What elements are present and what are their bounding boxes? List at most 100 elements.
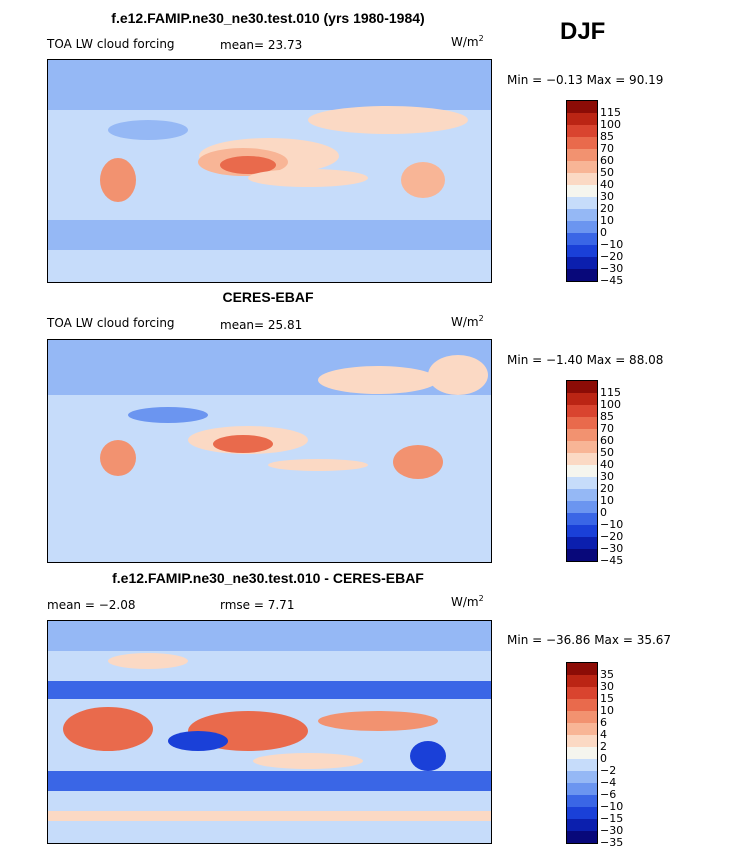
panel2-mean: mean= 25.81 <box>220 318 303 332</box>
colorbar-tick-label: −20 <box>600 530 624 543</box>
colorbar-tick-label: 100 <box>600 398 621 411</box>
colorbar-swatch <box>567 453 597 465</box>
colorbar-tick-label: 30 <box>600 190 614 203</box>
panel3-colorbar <box>566 662 598 844</box>
colorbar-tick-label: 100 <box>600 118 621 131</box>
colorbar-swatch <box>567 149 597 161</box>
colorbar-swatch <box>567 209 597 221</box>
colorbar-swatch <box>567 233 597 245</box>
colorbar-tick-label: 115 <box>600 106 621 119</box>
colorbar-tick-label: 6 <box>600 716 607 729</box>
colorbar-tick-label: −10 <box>600 518 624 531</box>
colorbar-tick-label: 85 <box>600 410 614 423</box>
colorbar-tick-label: 15 <box>600 692 614 705</box>
colorbar-tick-label: 70 <box>600 142 614 155</box>
colorbar-tick-label: 20 <box>600 202 614 215</box>
colorbar-swatch <box>567 501 597 513</box>
colorbar-swatch <box>567 525 597 537</box>
colorbar-tick-label: 30 <box>600 470 614 483</box>
colorbar-tick-label: −20 <box>600 250 624 263</box>
panel2-map <box>47 339 492 563</box>
colorbar-swatch <box>567 831 597 843</box>
colorbar-swatch <box>567 783 597 795</box>
colorbar-tick-label: −10 <box>600 800 624 813</box>
colorbar-swatch <box>567 417 597 429</box>
colorbar-swatch <box>567 549 597 561</box>
colorbar-tick-label: 0 <box>600 752 607 765</box>
colorbar-swatch <box>567 197 597 209</box>
colorbar-tick-label: 40 <box>600 458 614 471</box>
colorbar-tick-label: 10 <box>600 494 614 507</box>
colorbar-swatch <box>567 113 597 125</box>
colorbar-swatch <box>567 393 597 405</box>
colorbar-tick-label: 70 <box>600 422 614 435</box>
panel3-mean: mean = −2.08 <box>47 598 136 612</box>
colorbar-tick-label: −6 <box>600 788 617 801</box>
colorbar-swatch <box>567 221 597 233</box>
colorbar-tick-label: −30 <box>600 262 624 275</box>
panel1-units: W/m2 <box>451 34 484 49</box>
colorbar-swatch <box>567 747 597 759</box>
colorbar-swatch <box>567 101 597 113</box>
panel1-title: f.e12.FAMIP.ne30_ne30.test.010 (yrs 1980… <box>111 10 425 26</box>
colorbar-tick-label: 0 <box>600 506 607 519</box>
colorbar-swatch <box>567 465 597 477</box>
colorbar-swatch <box>567 723 597 735</box>
colorbar-swatch <box>567 429 597 441</box>
panel1-variable-label: TOA LW cloud forcing <box>47 37 175 51</box>
colorbar-swatch <box>567 759 597 771</box>
colorbar-swatch <box>567 381 597 393</box>
colorbar-swatch <box>567 675 597 687</box>
panel1-colorbar <box>566 100 598 282</box>
colorbar-swatch <box>567 477 597 489</box>
colorbar-tick-label: −4 <box>600 776 617 789</box>
colorbar-swatch <box>567 537 597 549</box>
colorbar-swatch <box>567 125 597 137</box>
colorbar-tick-label: −15 <box>600 812 624 825</box>
colorbar-tick-label: −35 <box>600 836 624 849</box>
colorbar-tick-label: 20 <box>600 482 614 495</box>
colorbar-swatch <box>567 185 597 197</box>
colorbar-swatch <box>567 699 597 711</box>
colorbar-tick-label: 30 <box>600 680 614 693</box>
colorbar-tick-label: 0 <box>600 226 607 239</box>
colorbar-tick-label: 2 <box>600 740 607 753</box>
colorbar-swatch <box>567 819 597 831</box>
colorbar-swatch <box>567 735 597 747</box>
colorbar-swatch <box>567 441 597 453</box>
colorbar-tick-label: −10 <box>600 238 624 251</box>
colorbar-tick-label: 40 <box>600 178 614 191</box>
colorbar-tick-label: −45 <box>600 554 624 567</box>
panel2-colorbar <box>566 380 598 562</box>
colorbar-tick-label: 10 <box>600 704 614 717</box>
colorbar-swatch <box>567 405 597 417</box>
panel1-mean: mean= 23.73 <box>220 38 303 52</box>
colorbar-tick-label: −2 <box>600 764 617 777</box>
colorbar-swatch <box>567 513 597 525</box>
colorbar-tick-label: 60 <box>600 154 614 167</box>
colorbar-swatch <box>567 711 597 723</box>
colorbar-swatch <box>567 489 597 501</box>
panel1-map <box>47 59 492 283</box>
panel1-minmax: Min = −0.13 Max = 90.19 <box>507 73 664 87</box>
colorbar-swatch <box>567 795 597 807</box>
colorbar-tick-label: 50 <box>600 166 614 179</box>
colorbar-swatch <box>567 257 597 269</box>
panel2-variable-label: TOA LW cloud forcing <box>47 316 175 330</box>
colorbar-tick-label: 60 <box>600 434 614 447</box>
panel2-units: W/m2 <box>451 314 484 329</box>
colorbar-swatch <box>567 161 597 173</box>
colorbar-swatch <box>567 771 597 783</box>
panel3-rmse: rmse = 7.71 <box>220 598 295 612</box>
panel3-map <box>47 620 492 844</box>
panel3-title: f.e12.FAMIP.ne30_ne30.test.010 - CERES-E… <box>112 570 424 586</box>
panel2-title: CERES-EBAF <box>222 289 314 305</box>
colorbar-tick-label: 4 <box>600 728 607 741</box>
panel3-units: W/m2 <box>451 594 484 609</box>
colorbar-swatch <box>567 245 597 257</box>
panel3-minmax: Min = −36.86 Max = 35.67 <box>507 633 672 647</box>
season-label: DJF <box>560 18 606 45</box>
colorbar-tick-label: −45 <box>600 274 624 287</box>
panel2-minmax: Min = −1.40 Max = 88.08 <box>507 353 664 367</box>
colorbar-tick-label: 35 <box>600 668 614 681</box>
